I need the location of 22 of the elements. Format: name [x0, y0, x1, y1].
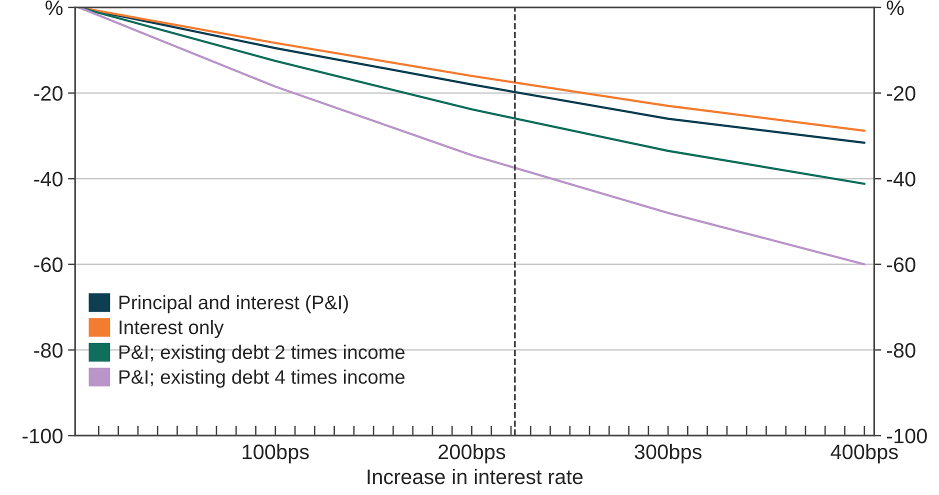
x-axis-title: Increase in interest rate	[368, 468, 583, 484]
legend-label: P&I; existing debt 4 times income	[119, 370, 405, 388]
legend-label: Interest only	[120, 320, 224, 338]
x-tick-label: 100bps	[242, 444, 309, 464]
y-tick-label: -100	[22, 428, 63, 444]
x-tick-label: 300bps	[634, 444, 702, 464]
y2-tick-label: %	[886, 0, 904, 16]
x-tick-label: 200bps	[438, 444, 506, 464]
legend-label: Principal and interest (P&I)	[119, 295, 348, 314]
y-tick-label: %	[46, 0, 63, 16]
line-series	[78, 7, 866, 266]
legend-label: P&I; existing debt 2 times income	[119, 344, 405, 363]
y2-tick-label: -100	[886, 428, 927, 444]
x-tick-label: 400bps	[830, 444, 898, 464]
y2-tick-label: -20	[886, 86, 916, 101]
y-tick-label: -20	[34, 86, 63, 101]
y2-tick-label: -60	[886, 257, 916, 272]
y2-tick-label: -80	[886, 342, 916, 358]
y-tick-label: -80	[34, 342, 63, 358]
y-tick-label: -60	[34, 257, 63, 272]
y-tick-label: -40	[34, 172, 63, 186]
y2-tick-label: -40	[886, 172, 916, 186]
